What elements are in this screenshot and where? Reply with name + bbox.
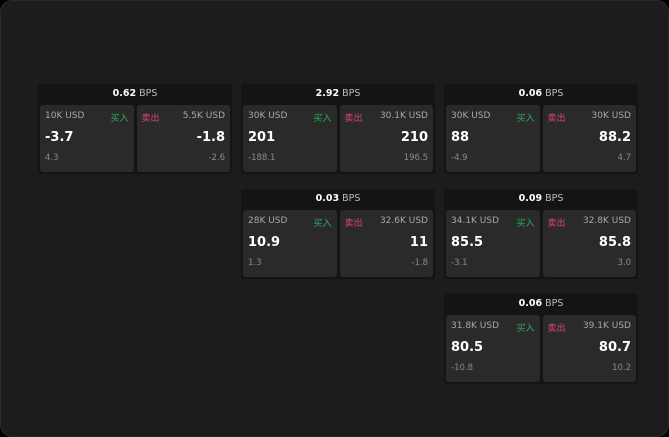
sell-price: -1.8 (196, 130, 225, 145)
sell-size: 30.1K USD (379, 111, 428, 121)
buy-label: 买入 (516, 219, 535, 229)
buy-size: 28K USD (248, 216, 288, 226)
sell-size: 32.8K USD (582, 216, 631, 226)
buy-size: 31.8K USD (451, 321, 500, 331)
quote-tile: 0.62 BPS 10K USD 买入 -3.7 4.3 卖出 5.5K USD -… (38, 84, 232, 174)
quote-tile: 0.03 BPS 28K USD 买入 10.9 1.3 卖出 32.6K USD … (241, 189, 435, 279)
sell-button[interactable]: 卖出 30.1K USD 210 196.5 (339, 105, 433, 172)
buy-button[interactable]: 30K USD 买入 88 -4.9 (446, 105, 540, 172)
buy-price: 85.5 (451, 235, 484, 250)
sell-size: 32.6K USD (379, 216, 428, 226)
sell-button[interactable]: 卖出 39.1K USD 80.7 10.2 (542, 315, 636, 382)
spread-header: 0.03 BPS (241, 189, 435, 209)
sell-price: 11 (409, 235, 428, 250)
quote-tile: 0.06 BPS 31.8K USD 买入 80.5 -10.8 卖出 39.1K … (444, 294, 638, 384)
spread-header: 0.09 BPS (444, 189, 638, 209)
sell-price: 85.8 (598, 235, 631, 250)
spread-value: 0.03 (315, 193, 340, 204)
buy-button[interactable]: 31.8K USD 买入 80.5 -10.8 (446, 315, 540, 382)
sell-size: 5.5K USD (182, 111, 225, 121)
spread-unit: BPS (545, 298, 564, 309)
buy-button[interactable]: 28K USD 买入 10.9 1.3 (243, 210, 337, 277)
sell-change: 4.7 (617, 153, 631, 163)
buy-button[interactable]: 10K USD 买入 -3.7 4.3 (40, 105, 134, 172)
spread-value: 0.06 (518, 88, 543, 99)
buy-price: -3.7 (45, 130, 74, 145)
spread-unit: BPS (342, 88, 361, 99)
buy-button[interactable]: 30K USD 买入 201 -188.1 (243, 105, 337, 172)
sell-button[interactable]: 卖出 32.8K USD 85.8 3.0 (542, 210, 636, 277)
spread-unit: BPS (342, 193, 361, 204)
sell-label: 卖出 (141, 114, 160, 124)
buy-label: 买入 (516, 114, 535, 124)
sell-change: -2.6 (208, 153, 225, 163)
spread-header: 2.92 BPS (241, 84, 435, 104)
spread-header: 0.06 BPS (444, 84, 638, 104)
sell-change: 3.0 (617, 258, 631, 268)
sell-label: 卖出 (547, 219, 566, 229)
sell-label: 卖出 (344, 219, 363, 229)
sell-price: 210 (400, 130, 428, 145)
sell-size: 39.1K USD (582, 321, 631, 331)
sell-button[interactable]: 卖出 32.6K USD 11 -1.8 (339, 210, 433, 277)
buy-change: -188.1 (248, 153, 276, 163)
spread-header: 0.62 BPS (38, 84, 232, 104)
spread-value: 2.92 (315, 88, 340, 99)
sell-change: 196.5 (403, 153, 428, 163)
buy-change: -10.8 (451, 363, 473, 373)
spread-unit: BPS (545, 88, 564, 99)
buy-label: 买入 (313, 114, 332, 124)
spread-header: 0.06 BPS (444, 294, 638, 314)
buy-price: 201 (248, 130, 276, 145)
buy-change: -3.1 (451, 258, 468, 268)
quote-tile: 2.92 BPS 30K USD 买入 201 -188.1 卖出 30.1K US… (241, 84, 435, 174)
buy-price: 88 (451, 130, 470, 145)
spread-unit: BPS (139, 88, 158, 99)
sell-change: -1.8 (411, 258, 428, 268)
sell-size: 30K USD (591, 111, 631, 121)
buy-label: 买入 (313, 219, 332, 229)
spread-value: 0.06 (518, 298, 543, 309)
spread-value: 0.09 (518, 193, 543, 204)
buy-size: 30K USD (451, 111, 491, 121)
buy-price: 80.5 (451, 340, 484, 355)
buy-change: 4.3 (45, 153, 59, 163)
quote-tile: 0.09 BPS 34.1K USD 买入 85.5 -3.1 卖出 32.8K U… (444, 189, 638, 279)
buy-size: 30K USD (248, 111, 288, 121)
sell-change: 10.2 (612, 363, 631, 373)
buy-size: 10K USD (45, 111, 85, 121)
quote-tile: 0.06 BPS 30K USD 买入 88 -4.9 卖出 30K USD 88.… (444, 84, 638, 174)
sell-button[interactable]: 卖出 5.5K USD -1.8 -2.6 (136, 105, 230, 172)
buy-change: 1.3 (248, 258, 262, 268)
sell-label: 卖出 (344, 114, 363, 124)
sell-button[interactable]: 卖出 30K USD 88.2 4.7 (542, 105, 636, 172)
spread-unit: BPS (545, 193, 564, 204)
spread-value: 0.62 (112, 88, 137, 99)
buy-button[interactable]: 34.1K USD 买入 85.5 -3.1 (446, 210, 540, 277)
buy-size: 34.1K USD (451, 216, 500, 226)
sell-price: 80.7 (598, 340, 631, 355)
sell-price: 88.2 (598, 130, 631, 145)
buy-label: 买入 (110, 114, 129, 124)
buy-label: 买入 (516, 324, 535, 334)
buy-change: -4.9 (451, 153, 468, 163)
buy-price: 10.9 (248, 235, 281, 250)
sell-label: 卖出 (547, 114, 566, 124)
sell-label: 卖出 (547, 324, 566, 334)
